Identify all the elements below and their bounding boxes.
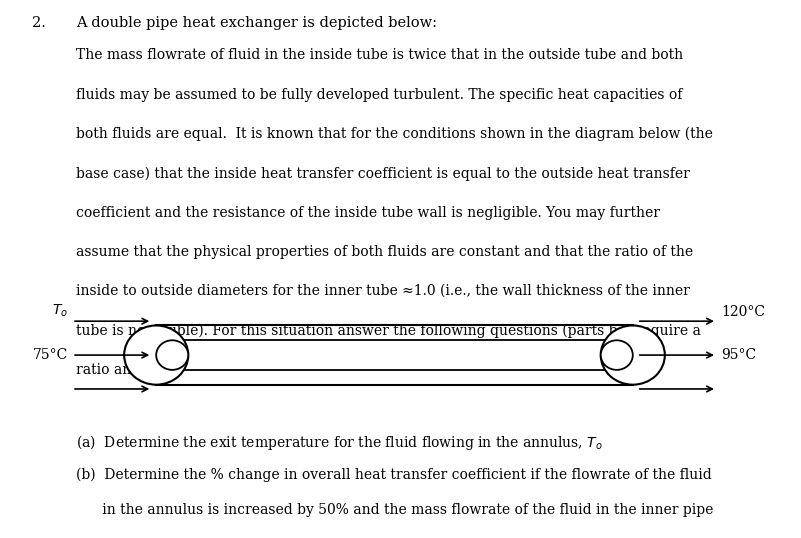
Text: $T_o$: $T_o$ xyxy=(52,303,68,319)
Ellipse shape xyxy=(601,341,633,370)
Text: 120°C: 120°C xyxy=(721,305,765,319)
Text: (b)  Determine the % change in overall heat transfer coefficient if the flowrate: (b) Determine the % change in overall he… xyxy=(76,468,712,483)
Text: inside to outside diameters for the inner tube ≈1.0 (i.e., the wall thickness of: inside to outside diameters for the inne… xyxy=(76,284,690,298)
Ellipse shape xyxy=(156,341,188,370)
Text: fluids may be assumed to be fully developed turbulent. The specific heat capacit: fluids may be assumed to be fully develo… xyxy=(76,88,682,102)
Text: The mass flowrate of fluid in the inside tube is twice that in the outside tube : The mass flowrate of fluid in the inside… xyxy=(76,48,683,62)
Text: base case) that the inside heat transfer coefficient is equal to the outside hea: base case) that the inside heat transfer… xyxy=(76,166,690,181)
Text: A double pipe heat exchanger is depicted below:: A double pipe heat exchanger is depicted… xyxy=(76,16,437,30)
Text: assume that the physical properties of both fluids are constant and that the rat: assume that the physical properties of b… xyxy=(76,245,693,259)
Ellipse shape xyxy=(601,325,665,385)
Text: (a)  Determine the exit temperature for the fluid flowing in the annulus, $T_o$: (a) Determine the exit temperature for t… xyxy=(76,433,603,452)
Text: 2.: 2. xyxy=(32,16,46,30)
Text: coefficient and the resistance of the inside tube wall is negligible. You may fu: coefficient and the resistance of the in… xyxy=(76,206,660,220)
Text: both fluids are equal.  It is known that for the conditions shown in the diagram: both fluids are equal. It is known that … xyxy=(76,127,713,141)
Text: in the annulus is increased by 50% and the mass flowrate of the fluid in the inn: in the annulus is increased by 50% and t… xyxy=(76,503,714,517)
Text: 75°C: 75°C xyxy=(33,348,68,362)
Text: 95°C: 95°C xyxy=(721,348,756,362)
Text: ratio analysis):: ratio analysis): xyxy=(76,363,181,377)
Text: tube is negligible). For this situation answer the following questions (parts b-: tube is negligible). For this situation … xyxy=(76,323,701,338)
Ellipse shape xyxy=(124,325,188,385)
